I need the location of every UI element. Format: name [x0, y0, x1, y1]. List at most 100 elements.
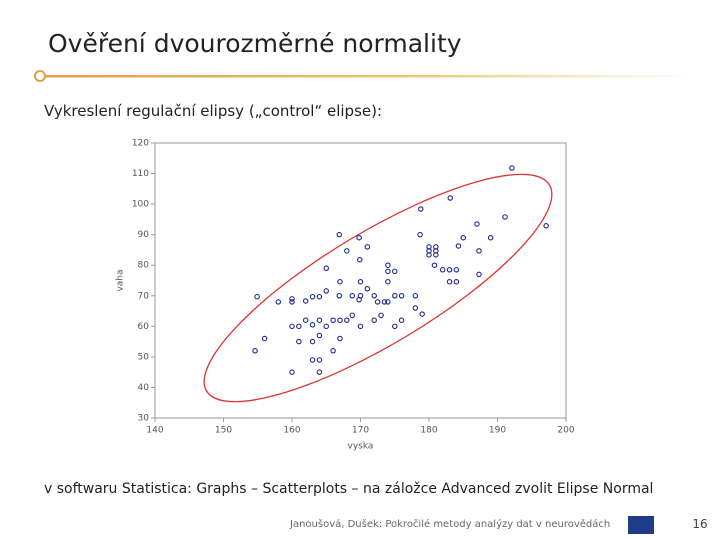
y-tick-label: 120 [132, 139, 149, 149]
y-axis-label: vaha [116, 269, 126, 291]
point [391, 268, 398, 275]
point [446, 278, 453, 285]
y-tick-label: 60 [138, 322, 150, 332]
point [487, 234, 494, 241]
page-number: 16 [692, 517, 707, 531]
point [309, 322, 316, 328]
point [316, 293, 323, 300]
point [330, 348, 336, 354]
point [357, 323, 364, 330]
point [381, 299, 388, 305]
point [398, 293, 405, 299]
point [337, 335, 343, 342]
slide-title: Ověření dvourozměrné normality [48, 29, 462, 58]
point [309, 357, 316, 363]
intro-text: Vykreslení regulační elipsy („control“ e… [44, 102, 382, 120]
point [398, 317, 405, 323]
point [385, 299, 391, 305]
point [412, 293, 419, 299]
x-tick-label: 140 [146, 426, 163, 436]
point [336, 293, 343, 299]
x-tick-label: 160 [283, 426, 300, 436]
point [374, 299, 381, 305]
point [254, 293, 260, 300]
point [371, 293, 377, 299]
point [316, 332, 323, 339]
point [336, 231, 343, 238]
logo [628, 516, 654, 534]
x-tick-label: 170 [352, 426, 369, 436]
point [296, 338, 302, 345]
point [412, 305, 419, 311]
plot-frame [154, 142, 567, 419]
y-tick-label: 90 [138, 230, 150, 240]
point [357, 293, 364, 299]
point [543, 223, 549, 229]
point [446, 267, 453, 273]
note-text: v softwaru Statistica: Graphs – Scatterp… [44, 481, 653, 497]
point [309, 338, 316, 345]
point [476, 271, 482, 278]
point [323, 323, 329, 330]
point [453, 267, 460, 273]
point [309, 293, 316, 300]
y-tick-label: 50 [138, 352, 150, 362]
point [357, 278, 364, 285]
point [323, 265, 329, 272]
point [364, 244, 371, 250]
title-rule [40, 75, 700, 78]
point [357, 256, 363, 263]
point [252, 348, 258, 354]
point [426, 252, 432, 258]
point [275, 299, 282, 305]
rule-dot [34, 70, 46, 82]
point [433, 252, 439, 258]
point [330, 317, 336, 323]
point [316, 369, 323, 375]
point [349, 293, 356, 299]
point [476, 248, 482, 254]
point [431, 262, 438, 268]
point [385, 278, 391, 285]
point [455, 243, 462, 249]
point [337, 317, 343, 323]
point [385, 262, 391, 268]
point [447, 195, 453, 201]
point [323, 288, 329, 294]
control-ellipse [203, 173, 553, 403]
point [296, 323, 302, 330]
point [439, 267, 446, 273]
point [385, 268, 391, 275]
point [337, 278, 343, 285]
point [261, 335, 268, 342]
point [453, 278, 460, 285]
point [417, 231, 423, 238]
point [289, 299, 295, 305]
y-tick-label: 30 [138, 414, 150, 424]
x-tick-label: 190 [489, 426, 506, 436]
y-tick-label: 110 [132, 169, 149, 179]
point [289, 323, 295, 330]
y-tick-label: 100 [132, 200, 149, 210]
point [364, 285, 371, 292]
footer: Janoušová, Dušek: Pokročilé metody analý… [289, 518, 610, 530]
point [509, 165, 515, 171]
x-tick-label: 180 [420, 426, 437, 436]
point [378, 312, 384, 319]
point [289, 296, 295, 302]
y-tick-label: 70 [138, 291, 150, 301]
point [391, 323, 398, 330]
point [418, 206, 424, 212]
point [460, 234, 466, 241]
point [316, 317, 323, 323]
point [316, 357, 323, 363]
y-tick-label: 40 [138, 383, 150, 393]
point [302, 317, 309, 323]
point [349, 312, 356, 319]
point [289, 369, 295, 375]
point [344, 248, 350, 254]
point [474, 221, 480, 227]
point [302, 298, 309, 304]
point [344, 317, 350, 323]
